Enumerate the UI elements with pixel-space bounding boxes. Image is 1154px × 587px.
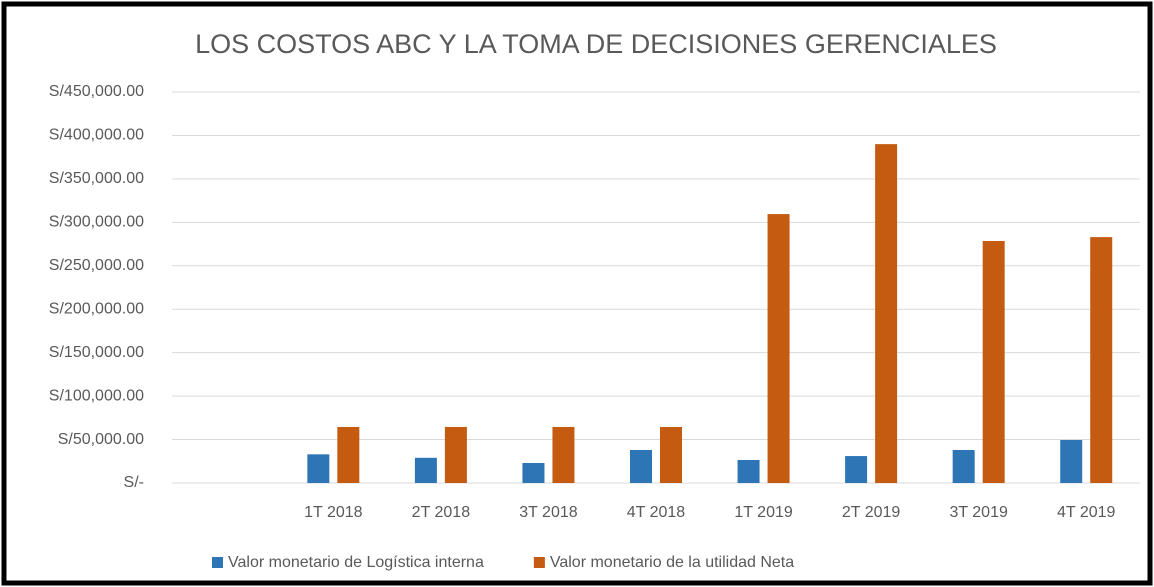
bar bbox=[1060, 439, 1083, 483]
x-tick-label: 4T 2019 bbox=[1057, 504, 1116, 521]
bar bbox=[767, 214, 790, 483]
y-tick-label: S/200,000.00 bbox=[49, 300, 144, 317]
y-tick-label: S/50,000.00 bbox=[58, 431, 144, 448]
y-tick-label: S/- bbox=[124, 474, 144, 491]
bar bbox=[444, 426, 467, 483]
y-tick-label: S/350,000.00 bbox=[49, 170, 144, 187]
x-tick-label: 2T 2019 bbox=[842, 504, 901, 521]
legend-label: Valor monetario de la utilidad Neta bbox=[550, 554, 794, 571]
bar bbox=[845, 456, 868, 483]
y-tick-label: S/300,000.00 bbox=[49, 214, 144, 231]
bar bbox=[337, 426, 360, 483]
x-tick-label: 3T 2018 bbox=[519, 504, 578, 521]
x-tick-label: 4T 2018 bbox=[627, 504, 686, 521]
bar bbox=[737, 459, 760, 483]
bar bbox=[982, 241, 1005, 483]
x-tick-label: 1T 2018 bbox=[304, 504, 363, 521]
y-tick-label: S/150,000.00 bbox=[49, 344, 144, 361]
bar bbox=[630, 449, 652, 483]
bar bbox=[660, 426, 682, 483]
bar bbox=[552, 426, 575, 483]
bar bbox=[522, 463, 545, 483]
y-tick-label: S/400,000.00 bbox=[49, 127, 144, 144]
y-tick-label: S/250,000.00 bbox=[49, 257, 144, 274]
legend-label: Valor monetario de Logística interna bbox=[228, 554, 484, 571]
bar bbox=[307, 454, 330, 483]
bar bbox=[1090, 237, 1113, 483]
chart-title: LOS COSTOS ABC Y LA TOMA DE DECISIONES G… bbox=[195, 29, 997, 59]
legend-swatch bbox=[212, 557, 223, 568]
legend-swatch bbox=[533, 557, 545, 568]
x-tick-label: 1T 2019 bbox=[734, 504, 793, 521]
y-tick-label: S/100,000.00 bbox=[49, 387, 144, 404]
y-tick-label: S/450,000.00 bbox=[49, 83, 144, 100]
bar bbox=[952, 449, 975, 483]
x-tick-label: 2T 2018 bbox=[412, 504, 471, 521]
bar bbox=[414, 457, 437, 483]
bar bbox=[875, 144, 898, 483]
x-tick-label: 3T 2019 bbox=[949, 504, 1008, 521]
